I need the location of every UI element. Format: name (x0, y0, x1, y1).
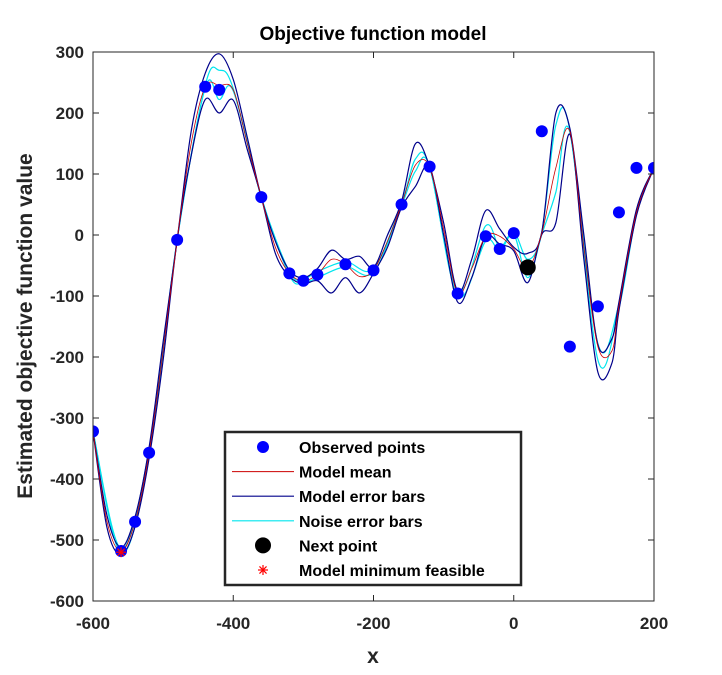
legend-symbol (258, 565, 268, 575)
observed-point (451, 287, 464, 300)
y-tick-label: 0 (75, 226, 84, 245)
observed-point (143, 446, 156, 459)
y-tick-label: -600 (50, 592, 84, 611)
x-axis: -600 -400 -200 0 200 (76, 52, 668, 633)
legend-label: Model error bars (299, 489, 425, 506)
plot-area (93, 53, 654, 558)
next-point-marker (519, 259, 536, 276)
y-axis: -600 -500 -400 -300 -200 -100 0 100 200 300 (50, 43, 654, 611)
x-tick-label: -200 (356, 614, 390, 633)
legend-entry-next-point: Next point (255, 537, 378, 555)
observed-point (255, 191, 268, 204)
observed-point (213, 83, 226, 96)
observed-point (591, 300, 604, 313)
observed-point (311, 268, 324, 281)
observed-point (423, 160, 436, 173)
legend-symbol (255, 537, 271, 554)
model-minimum-feasible-marker (116, 547, 127, 558)
observed-point (93, 425, 99, 438)
y-tick-label: -100 (50, 287, 84, 306)
observed-point (648, 161, 654, 174)
observed-point (612, 206, 625, 219)
y-tick-label: -200 (50, 348, 84, 367)
y-tick-label: -300 (50, 409, 84, 428)
legend-entry-model-error-bars: Model error bars (232, 489, 425, 506)
legend-symbol (257, 441, 269, 453)
y-tick-label: 100 (56, 165, 84, 184)
legend-entry-model-minimum-feasible: Model minimum feasible (258, 563, 485, 580)
observed-point (507, 227, 520, 240)
observed-point (283, 267, 296, 280)
x-axis-label: x (367, 645, 379, 668)
legend-label: Model mean (299, 465, 391, 482)
legend-label: Noise error bars (299, 514, 423, 531)
y-tick-label: -400 (50, 470, 84, 489)
legend-entry-noise-error-bars: Noise error bars (232, 514, 423, 531)
observed-point (493, 243, 506, 256)
legend-box (223, 430, 523, 587)
x-tick-label: 0 (509, 614, 518, 633)
y-tick-label: 300 (56, 43, 84, 62)
observed-point (297, 274, 310, 287)
y-tick-label: 200 (56, 104, 84, 123)
observed-point (479, 230, 492, 243)
observed-point (367, 264, 380, 277)
y-tick-label: -500 (50, 531, 84, 550)
legend-label: Observed points (299, 440, 425, 457)
observed-point (563, 340, 576, 353)
x-tick-label: 200 (640, 614, 668, 633)
observed-point (339, 258, 352, 271)
observed-point (535, 125, 548, 138)
observed-point (171, 233, 184, 246)
y-axis-label: Estimated objective function value (14, 153, 37, 498)
legend: Observed points Model mean Model error bar… (223, 430, 523, 587)
observed-point (129, 515, 142, 528)
chart-title: Objective function model (260, 24, 487, 45)
observed-point (199, 80, 212, 93)
observed-point (395, 198, 408, 211)
observed-point (630, 161, 643, 174)
x-tick-label: -600 (76, 614, 110, 633)
legend-entry-model-mean: Model mean (232, 465, 391, 482)
x-tick-label: -400 (216, 614, 250, 633)
legend-label: Model minimum feasible (299, 563, 485, 580)
legend-entry-observed-points: Observed points (257, 440, 425, 457)
legend-label: Next point (299, 538, 378, 555)
